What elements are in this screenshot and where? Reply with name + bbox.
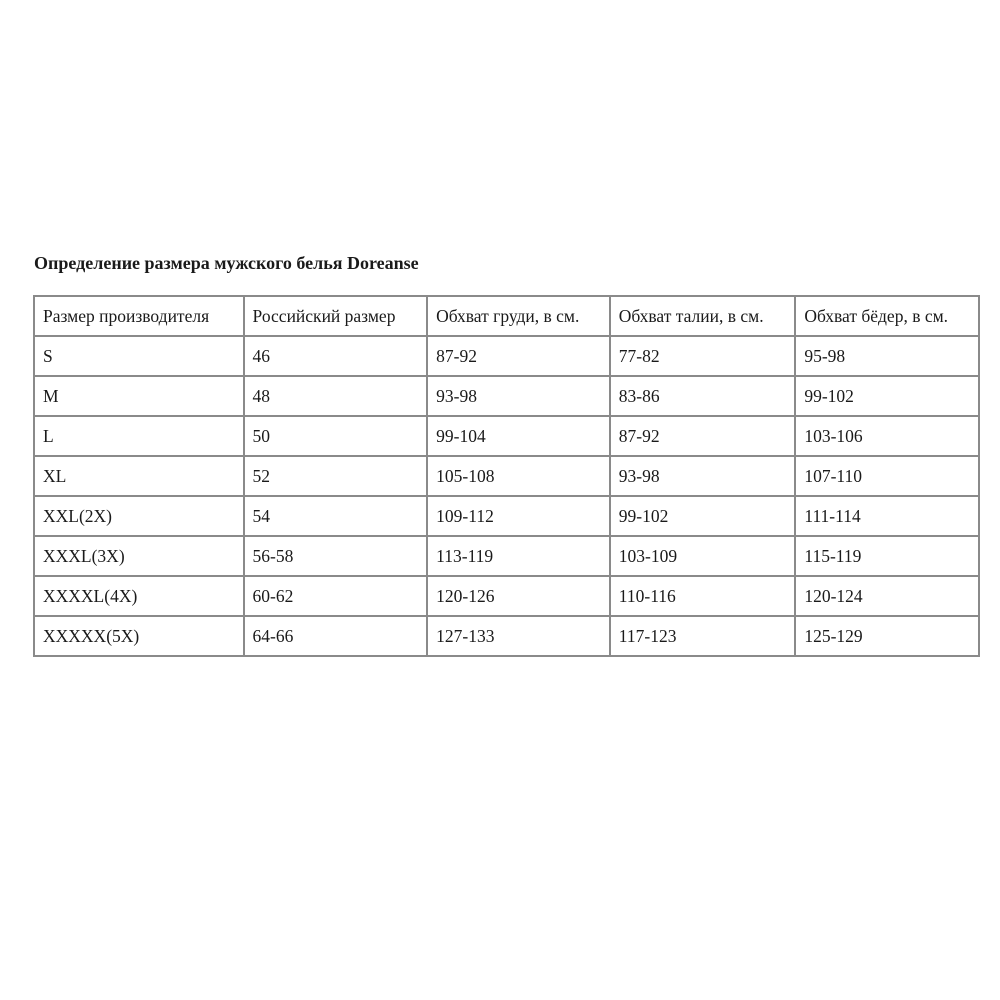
table-cell: 115-119 bbox=[794, 535, 980, 577]
table-cell: 125-129 bbox=[794, 615, 980, 657]
table-cell: 87-92 bbox=[608, 415, 797, 457]
table-cell: 48 bbox=[242, 375, 429, 417]
table-cell: 99-102 bbox=[608, 495, 797, 537]
table-cell: XXXXX(5X) bbox=[33, 615, 245, 657]
table-cell: 127-133 bbox=[426, 615, 611, 657]
table-cell: 95-98 bbox=[794, 335, 980, 377]
header-cell: Российский размер bbox=[242, 295, 429, 337]
table-cell: 87-92 bbox=[426, 335, 611, 377]
table-cell: 99-104 bbox=[426, 415, 611, 457]
table-cell: 103-106 bbox=[794, 415, 980, 457]
table-cell: 105-108 bbox=[426, 455, 611, 497]
table-cell: 46 bbox=[242, 335, 429, 377]
table-cell: 56-58 bbox=[242, 535, 429, 577]
table-cell: 107-110 bbox=[794, 455, 980, 497]
table-cell: XXXXL(4X) bbox=[33, 575, 245, 617]
table-row: XXXXX(5X) 64-66 127-133 117-123 125-129 bbox=[33, 615, 980, 657]
table-cell: 113-119 bbox=[426, 535, 611, 577]
table-cell: 99-102 bbox=[794, 375, 980, 417]
table-cell: L bbox=[33, 415, 245, 457]
table-row: S 46 87-92 77-82 95-98 bbox=[33, 335, 980, 377]
table-cell: XXXL(3X) bbox=[33, 535, 245, 577]
table-row: XL 52 105-108 93-98 107-110 bbox=[33, 455, 980, 497]
header-cell: Размер производителя bbox=[33, 295, 245, 337]
header-cell: Обхват груди, в см. bbox=[426, 295, 611, 337]
table-cell: 120-124 bbox=[794, 575, 980, 617]
table-row: XXL(2X) 54 109-112 99-102 111-114 bbox=[33, 495, 980, 537]
table-cell: S bbox=[33, 335, 245, 377]
table-row: XXXL(3X) 56-58 113-119 103-109 115-119 bbox=[33, 535, 980, 577]
table-row: M 48 93-98 83-86 99-102 bbox=[33, 375, 980, 417]
table-cell: 54 bbox=[242, 495, 429, 537]
header-cell: Обхват бёдер, в см. bbox=[794, 295, 980, 337]
table-cell: 83-86 bbox=[608, 375, 797, 417]
header-row: Размер производителя Российский размер Обх… bbox=[33, 295, 980, 337]
table-cell: 111-114 bbox=[794, 495, 980, 537]
table-row: XXXXL(4X) 60-62 120-126 110-116 120-124 bbox=[33, 575, 980, 617]
table-cell: 109-112 bbox=[426, 495, 611, 537]
table-cell: 60-62 bbox=[242, 575, 429, 617]
table-cell: 64-66 bbox=[242, 615, 429, 657]
table-cell: 52 bbox=[242, 455, 429, 497]
table-cell: 77-82 bbox=[608, 335, 797, 377]
table-cell: M bbox=[33, 375, 245, 417]
page-title: Определение размера мужского белья Dorea… bbox=[34, 253, 419, 273]
table-cell: 120-126 bbox=[426, 575, 611, 617]
table-cell: 93-98 bbox=[608, 455, 797, 497]
table-cell: 50 bbox=[242, 415, 429, 457]
table-row: L 50 99-104 87-92 103-106 bbox=[33, 415, 980, 457]
header-cell: Обхват талии, в см. bbox=[608, 295, 797, 337]
table-cell: 117-123 bbox=[608, 615, 797, 657]
table-cell: XXL(2X) bbox=[33, 495, 245, 537]
table-cell: XL bbox=[33, 455, 245, 497]
table-cell: 110-116 bbox=[608, 575, 797, 617]
size-table: Размер производителя Российский размер Обх… bbox=[33, 295, 980, 657]
table-cell: 103-109 bbox=[608, 535, 797, 577]
table-cell: 93-98 bbox=[426, 375, 611, 417]
